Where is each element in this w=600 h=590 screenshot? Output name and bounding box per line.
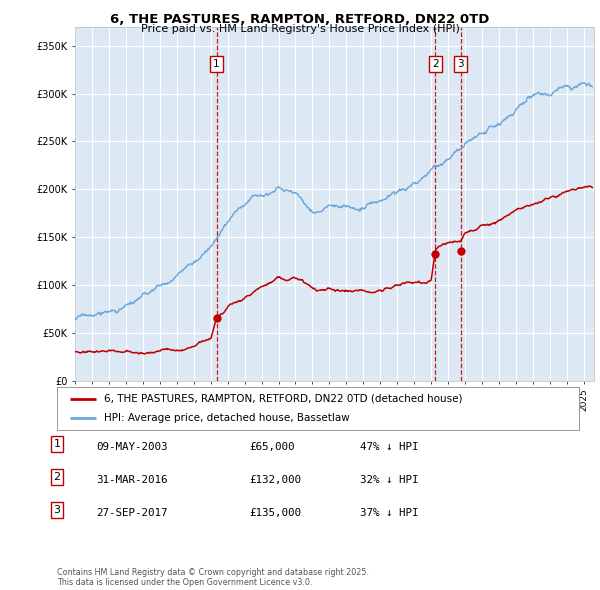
Text: 6, THE PASTURES, RAMPTON, RETFORD, DN22 0TD (detached house): 6, THE PASTURES, RAMPTON, RETFORD, DN22 … bbox=[104, 394, 463, 404]
Text: £132,000: £132,000 bbox=[249, 475, 301, 485]
Text: HPI: Average price, detached house, Bassetlaw: HPI: Average price, detached house, Bass… bbox=[104, 413, 350, 423]
Text: 27-SEP-2017: 27-SEP-2017 bbox=[96, 508, 167, 518]
Text: 2: 2 bbox=[432, 59, 439, 68]
Text: 2: 2 bbox=[53, 472, 61, 482]
Text: 09-MAY-2003: 09-MAY-2003 bbox=[96, 442, 167, 452]
Text: 6, THE PASTURES, RAMPTON, RETFORD, DN22 0TD: 6, THE PASTURES, RAMPTON, RETFORD, DN22 … bbox=[110, 13, 490, 26]
Text: 1: 1 bbox=[214, 59, 220, 68]
Text: 32% ↓ HPI: 32% ↓ HPI bbox=[360, 475, 419, 485]
Text: 31-MAR-2016: 31-MAR-2016 bbox=[96, 475, 167, 485]
Text: 47% ↓ HPI: 47% ↓ HPI bbox=[360, 442, 419, 452]
Text: Price paid vs. HM Land Registry's House Price Index (HPI): Price paid vs. HM Land Registry's House … bbox=[140, 24, 460, 34]
Text: £65,000: £65,000 bbox=[249, 442, 295, 452]
Text: 3: 3 bbox=[457, 59, 464, 68]
Text: 1: 1 bbox=[53, 439, 61, 449]
Text: 37% ↓ HPI: 37% ↓ HPI bbox=[360, 508, 419, 518]
Text: £135,000: £135,000 bbox=[249, 508, 301, 518]
Text: Contains HM Land Registry data © Crown copyright and database right 2025.
This d: Contains HM Land Registry data © Crown c… bbox=[57, 568, 369, 587]
Text: 3: 3 bbox=[53, 505, 61, 515]
